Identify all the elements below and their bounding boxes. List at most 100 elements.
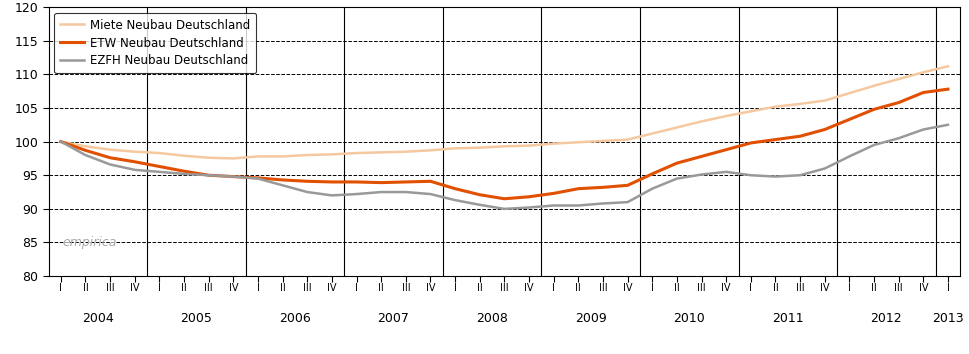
Miete Neubau Deutschland [228, 156, 239, 160]
Miete Neubau Deutschland [645, 131, 657, 136]
Miete Neubau Deutschland [695, 119, 706, 124]
Text: 2009: 2009 [575, 312, 606, 325]
Miete Neubau Deutschland [597, 139, 609, 143]
Miete Neubau Deutschland [547, 142, 559, 146]
Text: 2006: 2006 [279, 312, 310, 325]
ETW Neubau Deutschland [720, 148, 732, 152]
ETW Neubau Deutschland [252, 176, 264, 180]
EZFH Neubau Deutschland [203, 173, 214, 177]
Text: 2004: 2004 [81, 312, 113, 325]
ETW Neubau Deutschland [203, 173, 214, 177]
EZFH Neubau Deutschland [744, 173, 756, 177]
EZFH Neubau Deutschland [474, 203, 485, 207]
Miete Neubau Deutschland [768, 104, 780, 109]
Miete Neubau Deutschland [671, 125, 682, 130]
Miete Neubau Deutschland [105, 148, 116, 152]
ETW Neubau Deutschland [547, 191, 559, 195]
EZFH Neubau Deutschland [375, 190, 387, 194]
Miete Neubau Deutschland [572, 140, 583, 144]
Text: empirica: empirica [62, 236, 116, 249]
EZFH Neubau Deutschland [252, 176, 264, 181]
ETW Neubau Deutschland [794, 134, 805, 138]
ETW Neubau Deutschland [768, 137, 780, 142]
EZFH Neubau Deutschland [326, 193, 337, 198]
EZFH Neubau Deutschland [818, 166, 829, 171]
ETW Neubau Deutschland [695, 154, 706, 159]
Legend: Miete Neubau Deutschland, ETW Neubau Deutschland, EZFH Neubau Deutschland: Miete Neubau Deutschland, ETW Neubau Deu… [54, 13, 256, 73]
Miete Neubau Deutschland [55, 139, 67, 144]
EZFH Neubau Deutschland [449, 198, 460, 202]
Miete Neubau Deutschland [522, 143, 534, 148]
EZFH Neubau Deutschland [424, 192, 436, 196]
Miete Neubau Deutschland [399, 149, 411, 154]
ETW Neubau Deutschland [572, 187, 583, 191]
EZFH Neubau Deutschland [498, 207, 510, 211]
Miete Neubau Deutschland [178, 154, 190, 158]
EZFH Neubau Deutschland [547, 203, 559, 207]
ETW Neubau Deutschland [941, 87, 953, 91]
ETW Neubau Deutschland [399, 180, 411, 184]
Miete Neubau Deutschland [351, 151, 362, 155]
EZFH Neubau Deutschland [79, 153, 91, 157]
ETW Neubau Deutschland [645, 172, 657, 176]
Text: 2012: 2012 [869, 312, 901, 325]
ETW Neubau Deutschland [326, 180, 337, 184]
EZFH Neubau Deutschland [129, 168, 141, 172]
Miete Neubau Deutschland [203, 156, 214, 160]
Text: 2007: 2007 [377, 312, 409, 325]
Miete Neubau Deutschland [498, 144, 510, 148]
Line: ETW Neubau Deutschland: ETW Neubau Deutschland [61, 89, 947, 199]
Miete Neubau Deutschland [794, 102, 805, 106]
EZFH Neubau Deutschland [351, 192, 362, 196]
ETW Neubau Deutschland [621, 183, 633, 187]
Miete Neubau Deutschland [449, 146, 460, 150]
Text: 2010: 2010 [672, 312, 704, 325]
EZFH Neubau Deutschland [105, 162, 116, 167]
ETW Neubau Deutschland [843, 117, 855, 121]
ETW Neubau Deutschland [55, 139, 67, 144]
EZFH Neubau Deutschland [671, 176, 682, 181]
ETW Neubau Deutschland [79, 148, 91, 153]
EZFH Neubau Deutschland [572, 203, 583, 207]
Text: 2005: 2005 [180, 312, 212, 325]
Line: EZFH Neubau Deutschland: EZFH Neubau Deutschland [61, 125, 947, 209]
ETW Neubau Deutschland [867, 107, 879, 112]
Miete Neubau Deutschland [79, 144, 91, 148]
ETW Neubau Deutschland [671, 161, 682, 165]
EZFH Neubau Deutschland [695, 172, 706, 177]
ETW Neubau Deutschland [522, 195, 534, 199]
ETW Neubau Deutschland [891, 101, 903, 105]
Miete Neubau Deutschland [301, 153, 313, 157]
EZFH Neubau Deutschland [917, 127, 928, 132]
ETW Neubau Deutschland [597, 185, 609, 189]
EZFH Neubau Deutschland [941, 122, 953, 127]
EZFH Neubau Deutschland [645, 187, 657, 191]
Text: 2011: 2011 [771, 312, 802, 325]
Miete Neubau Deutschland [621, 137, 633, 142]
ETW Neubau Deutschland [917, 90, 928, 95]
Miete Neubau Deutschland [153, 151, 165, 155]
EZFH Neubau Deutschland [720, 170, 732, 174]
EZFH Neubau Deutschland [153, 170, 165, 174]
EZFH Neubau Deutschland [522, 205, 534, 210]
ETW Neubau Deutschland [744, 141, 756, 145]
ETW Neubau Deutschland [153, 164, 165, 169]
EZFH Neubau Deutschland [794, 173, 805, 177]
Miete Neubau Deutschland [326, 152, 337, 156]
Text: 2008: 2008 [476, 312, 508, 325]
EZFH Neubau Deutschland [55, 139, 67, 144]
ETW Neubau Deutschland [228, 175, 239, 179]
EZFH Neubau Deutschland [843, 154, 855, 159]
EZFH Neubau Deutschland [228, 175, 239, 179]
EZFH Neubau Deutschland [597, 201, 609, 206]
ETW Neubau Deutschland [178, 169, 190, 173]
Miete Neubau Deutschland [474, 145, 485, 150]
ETW Neubau Deutschland [276, 178, 288, 182]
ETW Neubau Deutschland [474, 193, 485, 197]
ETW Neubau Deutschland [449, 187, 460, 191]
Miete Neubau Deutschland [744, 109, 756, 113]
Text: 2013: 2013 [931, 312, 963, 325]
ETW Neubau Deutschland [351, 180, 362, 184]
ETW Neubau Deutschland [129, 160, 141, 164]
Miete Neubau Deutschland [843, 91, 855, 95]
